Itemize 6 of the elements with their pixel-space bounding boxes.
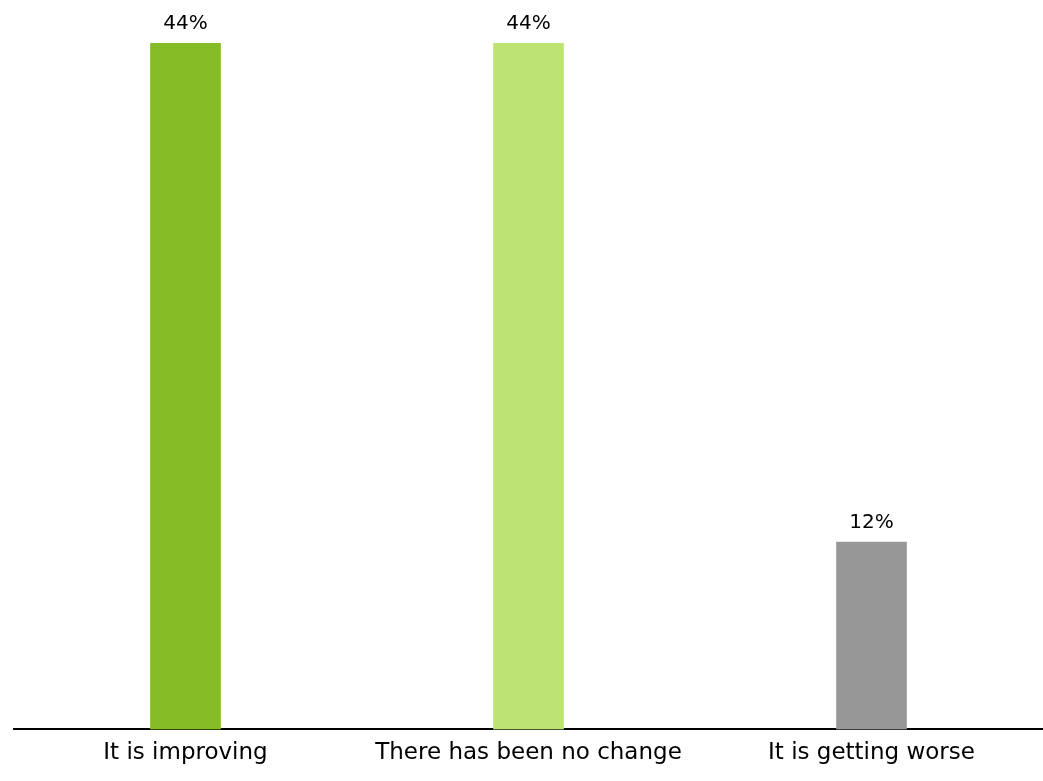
x-tick-label: It is getting worse [768,738,975,765]
data-label: 44% [163,10,208,35]
data-label: 12% [849,509,894,534]
x-tick-label: There has been no change [374,738,682,765]
x-tick-label: It is improving [103,738,268,765]
data-label: 44% [506,10,551,35]
